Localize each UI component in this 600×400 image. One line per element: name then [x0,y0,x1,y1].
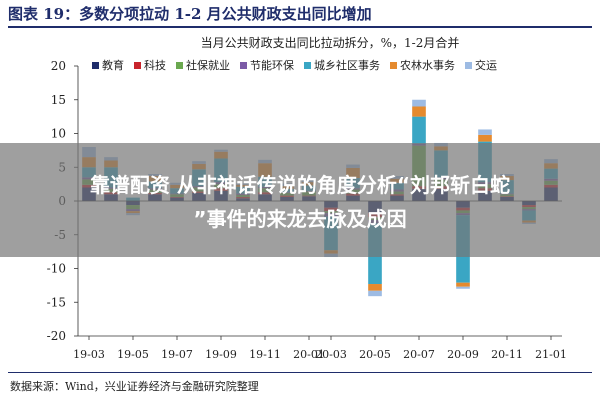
bar-20-07-城乡社区事务 [412,116,426,144]
x-tick-label: 19-07 [161,348,193,361]
bar-20-07-农林水事务 [412,106,426,117]
x-tick-label: 20-11 [491,348,523,361]
y-tick-label: -15 [47,295,66,309]
bar-20-05-农林水事务 [368,284,382,291]
overlay-headline-line2[interactable]: ”事件的来龙去脉及成因 [193,207,407,231]
y-tick-label: -20 [47,329,66,343]
bar-20-07-交运 [412,99,426,107]
x-tick-label: 20-09 [447,348,479,361]
x-tick-label: 19-09 [205,348,237,361]
chart-title: 当月公共财政支出同比拉动拆分，%，1-2月合并 [201,35,460,50]
legend-label-4: 城乡社区事务 [314,58,380,72]
x-tick-label: 19-05 [117,348,149,361]
x-tick-label: 19-11 [249,348,281,361]
x-tick-label: 21-01 [535,348,567,361]
title-divider [8,26,592,28]
y-tick-label: 15 [51,93,66,107]
legend-swatch-3 [240,62,247,69]
bar-20-10-交运 [478,129,492,135]
figure-title: 图表 19：多数分项拉动 1-2 月公共财政支出同比增加 [8,5,372,23]
x-tick-label: 19-03 [73,348,105,361]
bar-20-09-农林水事务 [456,282,470,287]
x-tick-label: 20-05 [359,348,391,361]
chart-legend: 教育 科技 社保就业 节能环保 城乡社区事务 农林水事务 交运 [92,58,497,72]
legend-label-6: 交运 [475,58,497,72]
bar-20-10-农林水事务 [478,134,492,142]
legend-swatch-1 [134,62,141,69]
x-tick-label: 20-01 [293,348,325,361]
y-tick-label: -10 [47,262,66,276]
y-tick-label: 10 [51,127,66,141]
bar-20-05-交运 [368,290,382,297]
legend-label-3: 节能环保 [250,58,294,72]
y-tick-label: 20 [51,59,66,73]
legend-swatch-6 [465,62,472,69]
legend-swatch-0 [92,62,99,69]
legend-label-2: 社保就业 [186,58,230,72]
headline-overlay[interactable]: 靠谱配资 从非神话传说的角度分析“刘邦斩白蛇 ”事件的来龙去脉及成因 [0,143,600,257]
data-source: 数据来源：Wind，兴业证券经济与金融研究院整理 [10,380,259,393]
overlay-headline-line1[interactable]: 靠谱配资 从非神话传说的角度分析“刘邦斩白蛇 [89,173,511,197]
legend-swatch-4 [304,62,311,69]
x-tick-label: 20-03 [315,348,347,361]
legend-swatch-5 [390,62,397,69]
bar-20-09-交运 [456,286,470,289]
legend-label-5: 农林水事务 [400,58,455,72]
legend-label-0: 教育 [102,58,124,72]
legend-label-1: 科技 [144,58,166,72]
x-tick-label: 20-07 [403,348,435,361]
source-divider [8,372,592,373]
legend-swatch-2 [176,62,183,69]
